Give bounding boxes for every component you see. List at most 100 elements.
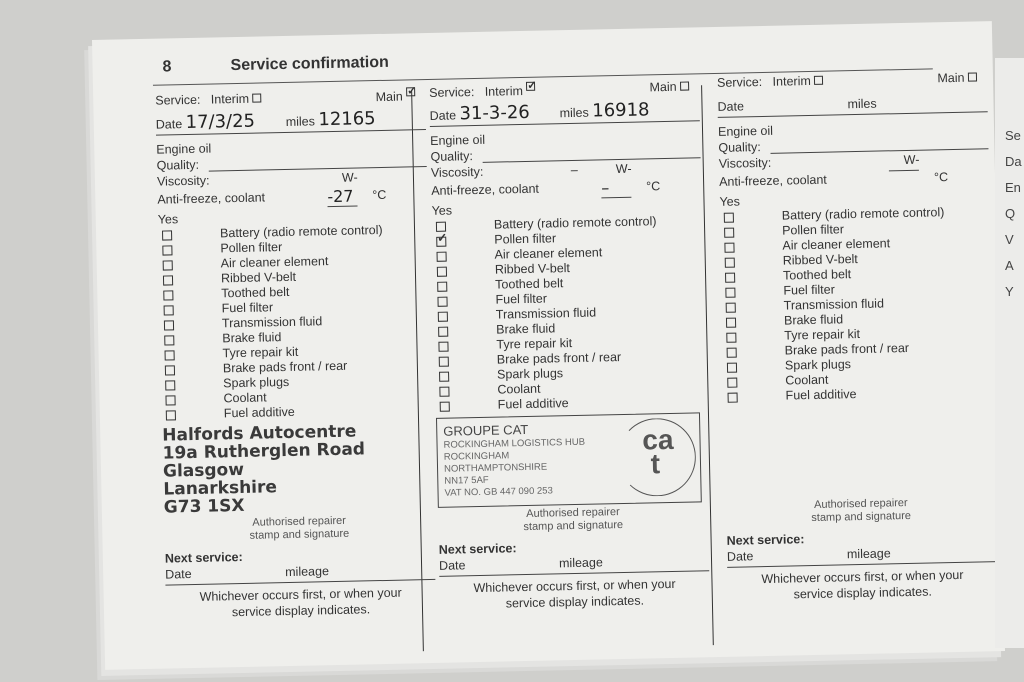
item-checkbox[interactable]: [162, 260, 173, 271]
groupe-cat-stamp: GROUPE CAT ROCKINGHAM LOGISTICS HUB ROCK…: [435, 412, 702, 508]
item-label: Coolant: [223, 390, 267, 406]
item-checkbox[interactable]: [164, 350, 175, 361]
item-checkbox[interactable]: [725, 317, 737, 328]
antifreeze-label: Anti-freeze, coolant: [157, 190, 266, 207]
item-checkbox[interactable]: [723, 212, 734, 223]
item-checkbox[interactable]: [162, 275, 174, 286]
viscosity-label: Viscosity:: [156, 173, 210, 189]
main-label: Main: [375, 89, 403, 105]
item-checkbox[interactable]: [724, 227, 735, 238]
main-checkbox[interactable]: [967, 72, 978, 82]
w-label: W-: [615, 161, 632, 177]
date-value[interactable]: 17/3/25: [185, 110, 256, 134]
item-label: Pollen filter: [781, 222, 845, 238]
item-checkbox[interactable]: [162, 245, 173, 256]
fragment: Se: [1005, 128, 1021, 143]
viscosity-label: Viscosity:: [718, 155, 772, 171]
fragment: En: [1005, 180, 1021, 195]
item-checkbox[interactable]: [727, 377, 738, 388]
quality-label: Quality:: [156, 157, 200, 173]
item-label: Fuel additive: [497, 396, 569, 412]
item-label: Pollen filter: [494, 231, 557, 247]
antifreeze-value[interactable]: –: [601, 178, 632, 199]
item-label: Ribbed V-belt: [494, 261, 571, 277]
item-label: Tyre repair kit: [784, 326, 861, 343]
miles-value[interactable]: 16918: [592, 99, 650, 122]
antifreeze-value[interactable]: [888, 169, 919, 172]
item-checkbox[interactable]: [437, 311, 448, 322]
item-checkbox[interactable]: [162, 230, 173, 241]
interim-checkbox[interactable]: ✓: [526, 79, 537, 92]
item-checkbox[interactable]: [165, 395, 176, 406]
item-checkbox[interactable]: [164, 335, 175, 346]
fragment: A: [1005, 258, 1014, 273]
main-checkbox[interactable]: [680, 81, 690, 91]
antifreeze-value[interactable]: -27: [327, 187, 358, 208]
item-label: Tyre repair kit: [222, 344, 299, 361]
item-checkbox[interactable]: [725, 287, 736, 298]
item-checkbox[interactable]: [725, 272, 736, 283]
stamp-area: GROUPE CAT ROCKINGHAM LOGISTICS HUB ROCK…: [435, 412, 708, 510]
item-label: Toothed belt: [782, 267, 852, 283]
item-checkbox[interactable]: [436, 251, 447, 262]
item-checkbox[interactable]: [724, 242, 735, 253]
item-label: Pollen filter: [220, 240, 283, 256]
fragment: Y: [1005, 284, 1014, 299]
service-entry: Service: Interim ✓ Main Date 31-3-26 mil…: [429, 78, 710, 613]
item-checkbox[interactable]: [726, 347, 737, 358]
cat-logo: ca t: [642, 423, 674, 480]
service-entry: Service: Interim Main Date miles Engine …: [717, 69, 998, 604]
quality-label: Quality:: [430, 149, 474, 164]
item-checkbox[interactable]: [163, 305, 174, 316]
interim-label: Interim: [210, 91, 250, 107]
item-checkbox[interactable]: [727, 392, 738, 403]
item-checkbox[interactable]: [437, 281, 448, 292]
item-checkbox[interactable]: [164, 365, 176, 376]
date-label: Date: [429, 108, 457, 123]
item-label: Brake fluid: [783, 312, 844, 328]
item-checkbox[interactable]: [725, 302, 736, 313]
next-date-label: Date: [165, 567, 192, 582]
item-checkbox[interactable]: [439, 386, 450, 397]
fragment: Da: [1005, 154, 1022, 169]
item-checkbox[interactable]: [724, 257, 735, 268]
next-date-label: Date: [438, 558, 466, 573]
date-value[interactable]: 31-3-26: [459, 101, 530, 125]
item-label: Fuel filter: [783, 282, 835, 298]
interim-checkbox[interactable]: [252, 93, 262, 103]
celsius-label: °C: [933, 170, 949, 185]
item-checkbox[interactable]: [726, 332, 737, 343]
date-label: Date: [155, 117, 183, 132]
item-checkbox[interactable]: [437, 296, 448, 307]
item-checkbox[interactable]: [726, 362, 738, 373]
item-checkbox[interactable]: ✓: [436, 231, 447, 247]
item-checkbox[interactable]: [165, 380, 176, 391]
service-label: Service:: [716, 74, 763, 90]
miles-label: miles: [559, 105, 589, 121]
item-checkbox[interactable]: [439, 401, 450, 412]
item-label: Fuel filter: [495, 291, 548, 307]
item-checkbox[interactable]: [436, 266, 448, 277]
miles-value[interactable]: 12165: [318, 108, 376, 131]
item-checkbox[interactable]: [163, 320, 175, 331]
item-label: Coolant: [497, 381, 541, 397]
item-checkbox[interactable]: [438, 326, 449, 337]
next-page-edge: Se Da En Q V A Y: [995, 58, 1024, 648]
main-checkbox[interactable]: ✓: [406, 85, 417, 98]
item-label: Fuel additive: [223, 404, 295, 421]
item-checkbox[interactable]: [438, 356, 449, 367]
stamp-area: [724, 403, 996, 501]
item-label: Spark plugs: [223, 374, 290, 391]
item-checkbox[interactable]: [438, 341, 449, 352]
service-entry: Service: Interim Main ✓ Date 17/3/25 mil…: [155, 85, 436, 622]
viscosity-value[interactable]: –: [570, 162, 578, 177]
interim-checkbox[interactable]: [814, 75, 824, 85]
antifreeze-label: Anti-freeze, coolant: [431, 181, 540, 198]
w-label: W-: [903, 152, 920, 168]
item-checkbox[interactable]: [439, 371, 450, 382]
item-checkbox[interactable]: [165, 410, 176, 421]
item-checkbox[interactable]: [163, 290, 174, 301]
item-label: Fuel filter: [221, 300, 274, 316]
main-label: Main: [937, 70, 965, 86]
fragment: Q: [1005, 206, 1016, 221]
